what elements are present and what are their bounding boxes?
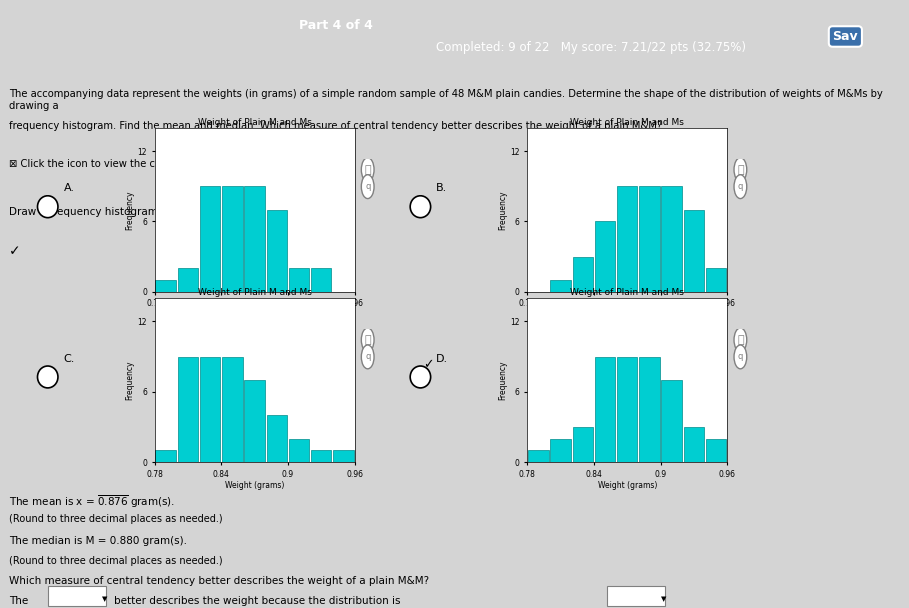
Title: Weight of Plain M and Ms: Weight of Plain M and Ms xyxy=(570,288,684,297)
Bar xyxy=(222,186,243,292)
Text: ▼: ▼ xyxy=(102,596,107,603)
Bar xyxy=(573,257,593,292)
Bar xyxy=(617,356,637,462)
Title: Weight of Plain M and Ms: Weight of Plain M and Ms xyxy=(197,118,312,127)
Text: ⊠ Click the icon to view the candy weight data.: ⊠ Click the icon to view the candy weigh… xyxy=(9,159,245,168)
X-axis label: Weight (grams): Weight (grams) xyxy=(225,482,285,491)
Circle shape xyxy=(362,174,375,199)
Text: A.: A. xyxy=(64,184,75,193)
Bar xyxy=(155,451,175,462)
Bar xyxy=(662,380,682,462)
Text: 🔍: 🔍 xyxy=(365,165,371,174)
Text: q: q xyxy=(738,182,743,191)
Text: ✓: ✓ xyxy=(9,244,21,258)
Title: Weight of Plain M and Ms: Weight of Plain M and Ms xyxy=(197,288,312,297)
Bar xyxy=(200,356,220,462)
Circle shape xyxy=(362,157,375,182)
Bar xyxy=(528,451,548,462)
Text: The mean is x = $\overline{0.876}$ gram(s).: The mean is x = $\overline{0.876}$ gram(… xyxy=(9,493,175,510)
Text: q: q xyxy=(365,353,370,361)
Y-axis label: Frequency: Frequency xyxy=(125,361,135,399)
Text: Draw a frequency histogram. Choose the correct graph below.: Draw a frequency histogram. Choose the c… xyxy=(9,207,334,216)
Bar xyxy=(639,356,660,462)
Text: 🔍: 🔍 xyxy=(737,335,744,345)
Y-axis label: Frequency: Frequency xyxy=(498,361,507,399)
Circle shape xyxy=(734,174,747,199)
Circle shape xyxy=(734,328,747,352)
Text: 🔍: 🔍 xyxy=(365,335,371,345)
Circle shape xyxy=(37,196,58,218)
Bar xyxy=(355,268,375,292)
Text: Sav: Sav xyxy=(833,30,858,43)
Bar xyxy=(550,280,571,292)
Bar xyxy=(311,268,332,292)
Text: q: q xyxy=(738,353,743,361)
Text: B.: B. xyxy=(436,184,447,193)
Bar xyxy=(245,186,265,292)
Bar xyxy=(550,438,571,462)
Bar xyxy=(706,438,726,462)
Bar xyxy=(266,415,287,462)
Bar xyxy=(245,380,265,462)
Circle shape xyxy=(734,345,747,369)
Circle shape xyxy=(410,366,431,388)
Text: Completed: 9 of 22   My score: 7.21/22 pts (32.75%): Completed: 9 of 22 My score: 7.21/22 pts… xyxy=(435,41,746,54)
Bar xyxy=(706,268,726,292)
Text: better describes the weight because the distribution is: better describes the weight because the … xyxy=(114,596,400,606)
Bar xyxy=(639,186,660,292)
Y-axis label: Frequency: Frequency xyxy=(498,190,507,229)
Title: Weight of Plain M and Ms: Weight of Plain M and Ms xyxy=(570,118,684,127)
Text: The median is M = 0.880 gram(s).: The median is M = 0.880 gram(s). xyxy=(9,536,187,546)
Bar xyxy=(728,451,748,462)
Bar xyxy=(311,451,332,462)
Text: frequency histogram. Find the mean and median. Which measure of central tendency: frequency histogram. Find the mean and m… xyxy=(9,121,663,131)
Text: (Round to three decimal places as needed.): (Round to three decimal places as needed… xyxy=(9,514,223,524)
Bar xyxy=(594,221,615,292)
X-axis label: Weight (grams): Weight (grams) xyxy=(225,311,285,320)
Text: ✓: ✓ xyxy=(423,358,434,371)
Bar xyxy=(177,268,198,292)
Bar xyxy=(728,280,748,292)
Bar xyxy=(289,268,309,292)
FancyBboxPatch shape xyxy=(48,586,106,606)
Text: ▼: ▼ xyxy=(661,596,666,603)
Bar xyxy=(266,210,287,292)
Text: D.: D. xyxy=(436,354,448,364)
Text: 🔍: 🔍 xyxy=(737,165,744,174)
Text: q: q xyxy=(365,182,370,191)
Bar xyxy=(662,186,682,292)
Circle shape xyxy=(410,196,431,218)
Bar xyxy=(289,438,309,462)
Bar xyxy=(155,280,175,292)
Text: The accompanying data represent the weights (in grams) of a simple random sample: The accompanying data represent the weig… xyxy=(9,89,883,111)
Bar xyxy=(573,427,593,462)
Y-axis label: Frequency: Frequency xyxy=(125,190,135,229)
Bar xyxy=(594,356,615,462)
Bar xyxy=(177,356,198,462)
Circle shape xyxy=(734,157,747,182)
X-axis label: Weight (grams): Weight (grams) xyxy=(597,482,657,491)
Text: Part 4 of 4: Part 4 of 4 xyxy=(299,19,374,32)
Text: (Round to three decimal places as needed.): (Round to three decimal places as needed… xyxy=(9,556,223,565)
Circle shape xyxy=(362,328,375,352)
X-axis label: Weight (grams): Weight (grams) xyxy=(597,311,657,320)
Bar xyxy=(684,210,704,292)
Text: The: The xyxy=(9,596,28,606)
Bar xyxy=(200,186,220,292)
Text: Which measure of central tendency better describes the weight of a plain M&M?: Which measure of central tendency better… xyxy=(9,576,429,586)
Bar xyxy=(334,451,354,462)
Text: C.: C. xyxy=(64,354,75,364)
Bar xyxy=(684,427,704,462)
Bar xyxy=(222,356,243,462)
Circle shape xyxy=(37,366,58,388)
Bar xyxy=(617,186,637,292)
Circle shape xyxy=(362,345,375,369)
FancyBboxPatch shape xyxy=(607,586,665,606)
